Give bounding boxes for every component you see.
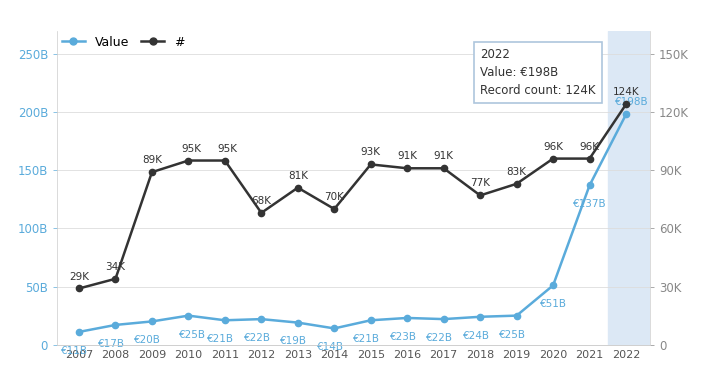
- Bar: [608, 31, 650, 345]
- Text: €198B: €198B: [615, 97, 648, 108]
- Text: 70K: 70K: [324, 192, 344, 202]
- Text: 91K: 91K: [397, 151, 417, 161]
- Text: €24B: €24B: [463, 331, 490, 340]
- Text: €23B: €23B: [390, 332, 416, 342]
- Text: 95K: 95K: [218, 144, 238, 154]
- Text: 34K: 34K: [106, 262, 126, 272]
- Text: 77K: 77K: [470, 178, 490, 188]
- Text: €17B: €17B: [98, 339, 125, 349]
- Text: 93K: 93K: [361, 147, 381, 157]
- Text: 81K: 81K: [288, 171, 308, 181]
- Text: €11B: €11B: [61, 346, 89, 356]
- Text: 95K: 95K: [181, 144, 201, 154]
- Text: 83K: 83K: [507, 167, 527, 177]
- Text: €25B: €25B: [179, 329, 206, 339]
- Text: €22B: €22B: [426, 333, 453, 343]
- Text: 68K: 68K: [251, 196, 271, 206]
- Text: €19B: €19B: [280, 337, 307, 347]
- Text: €137B: €137B: [573, 199, 606, 209]
- Text: 124K: 124K: [613, 87, 639, 97]
- Text: €51B: €51B: [540, 299, 567, 309]
- Text: 91K: 91K: [433, 151, 453, 161]
- Text: 96K: 96K: [580, 142, 600, 152]
- Legend: Value, #: Value, #: [57, 31, 189, 54]
- Text: 96K: 96K: [543, 142, 563, 152]
- Text: 89K: 89K: [142, 155, 162, 165]
- Text: 29K: 29K: [69, 272, 89, 282]
- Text: €25B: €25B: [499, 329, 526, 339]
- Text: €22B: €22B: [243, 333, 271, 343]
- Text: €20B: €20B: [134, 336, 161, 345]
- Text: €21B: €21B: [207, 334, 234, 344]
- Text: €14B: €14B: [316, 342, 343, 352]
- Text: 2022
Value: €198B
Record count: 124K: 2022 Value: €198B Record count: 124K: [480, 48, 595, 97]
- Text: €21B: €21B: [353, 334, 380, 344]
